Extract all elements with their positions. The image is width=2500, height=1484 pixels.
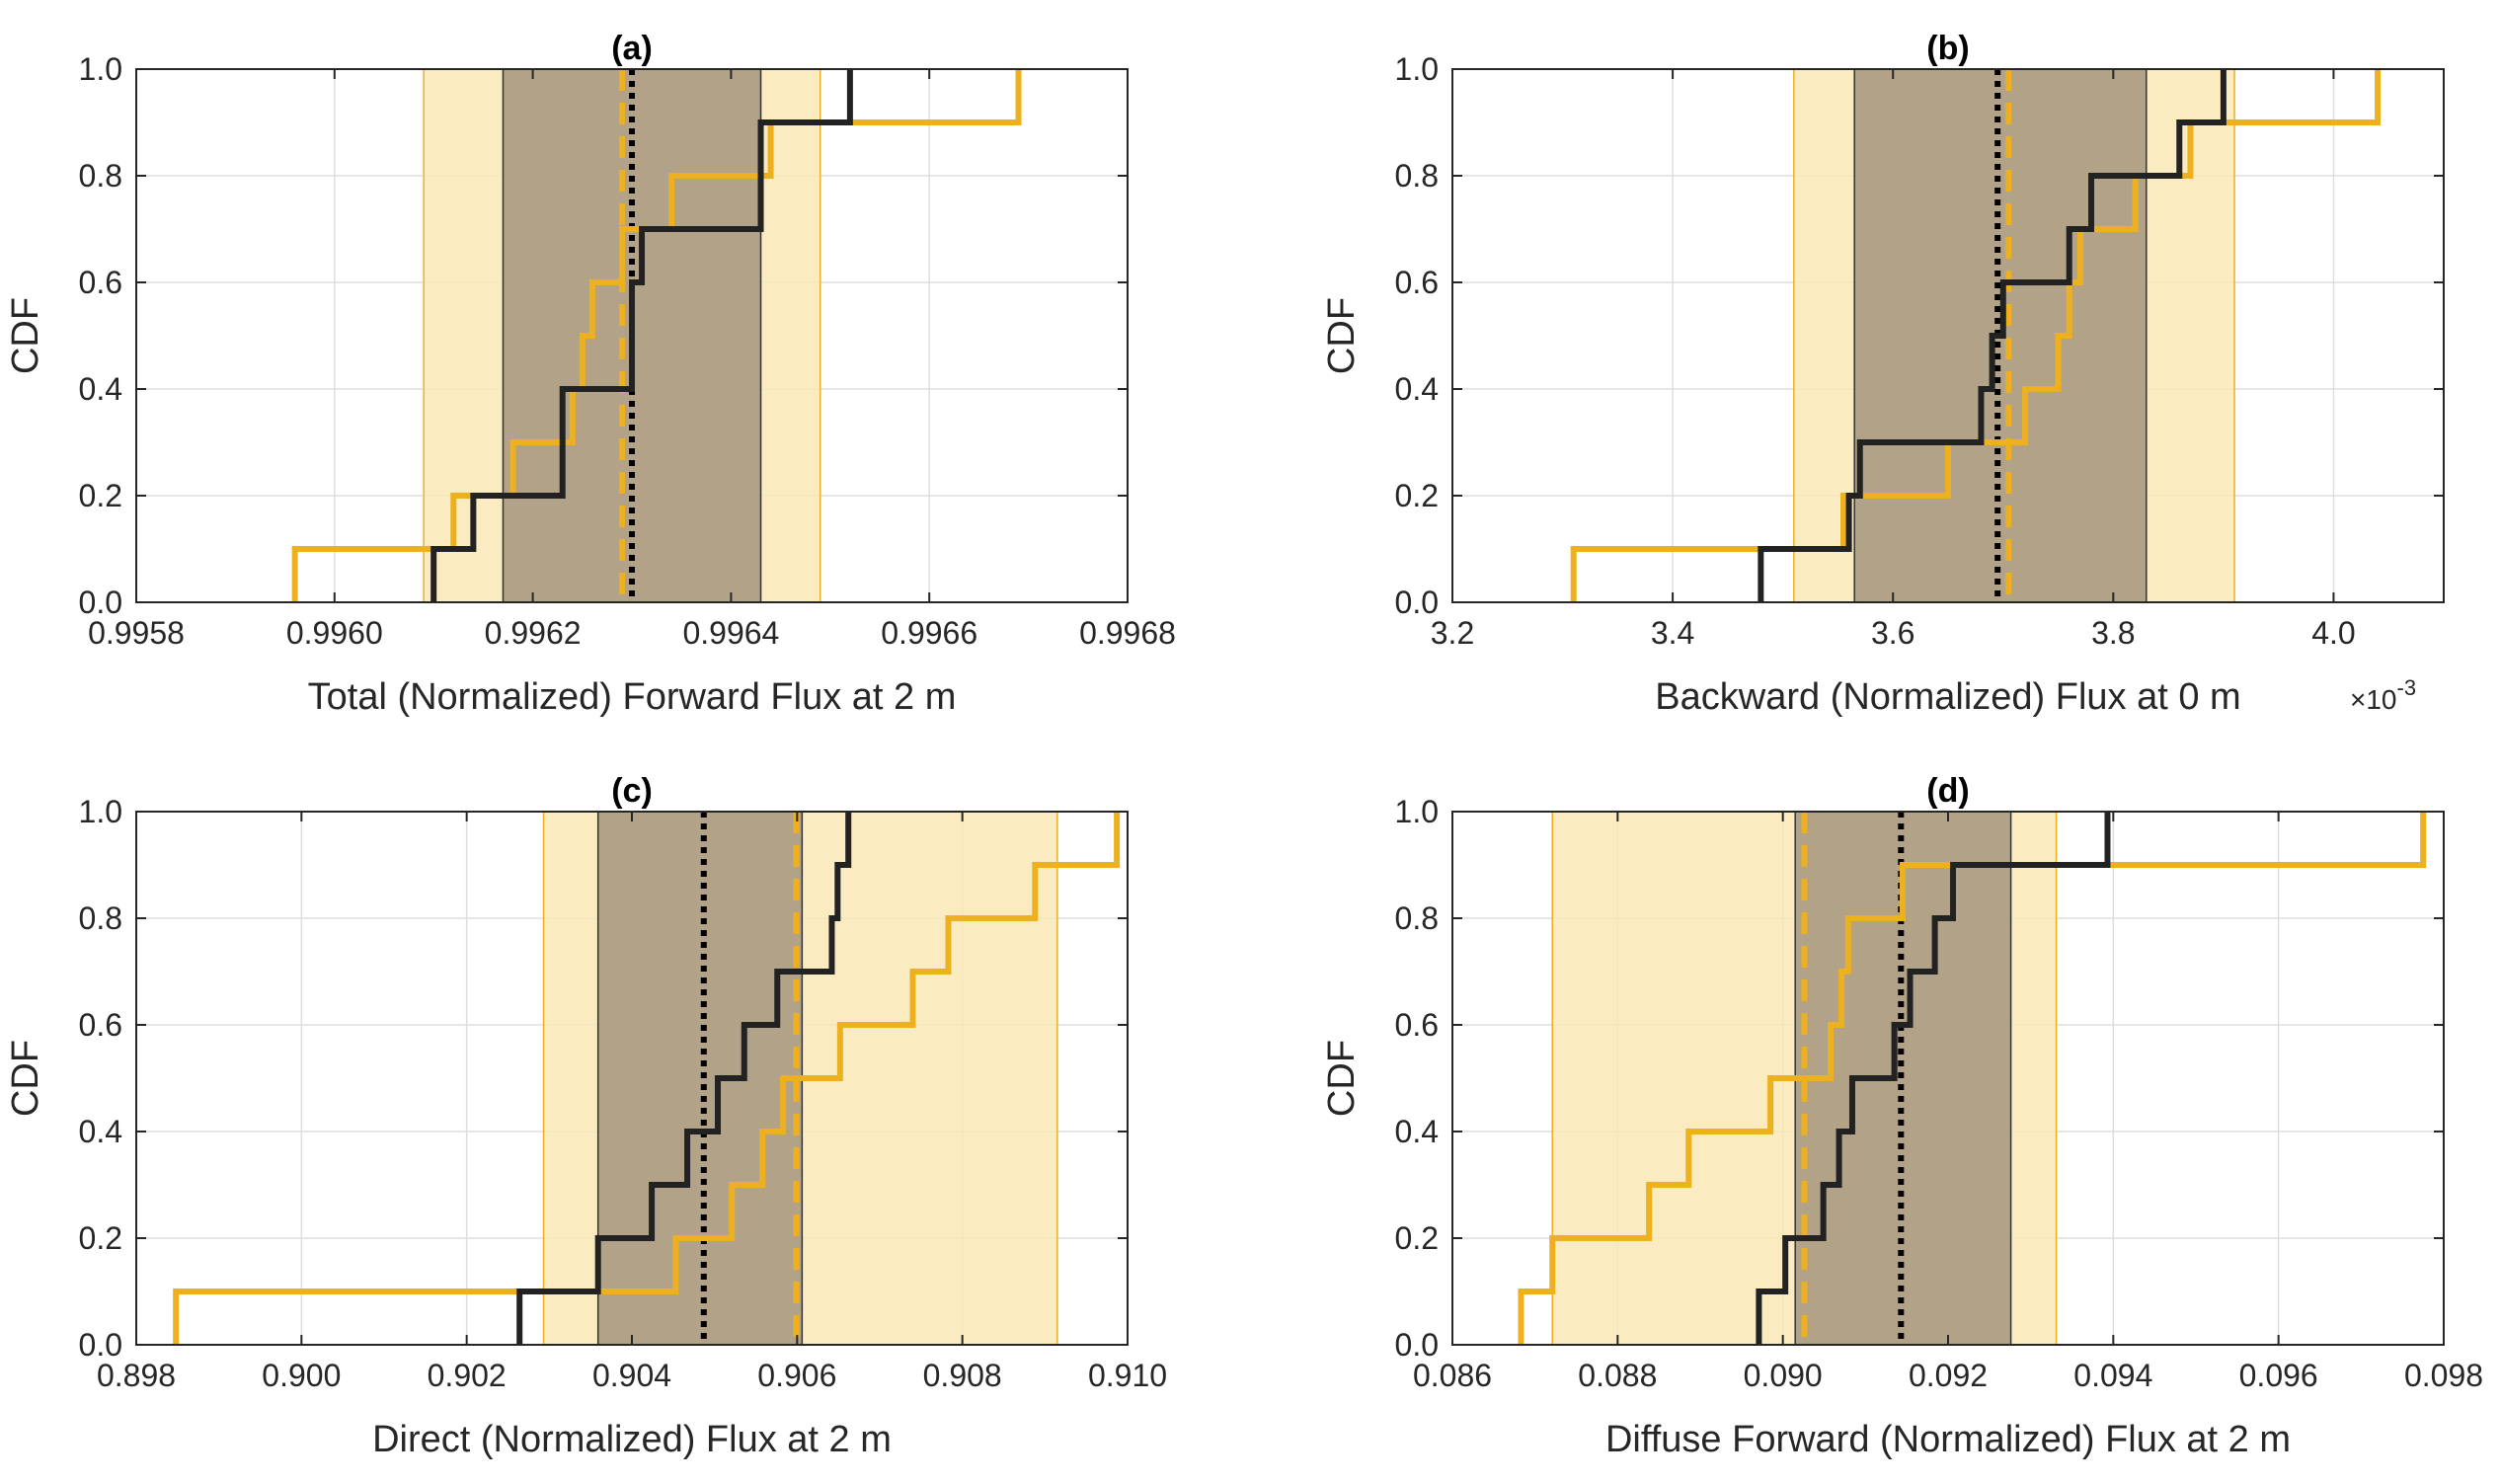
y-tick-label: 1.0 [1395, 51, 1439, 87]
x-tick-label: 0.098 [2404, 1358, 2483, 1393]
y-tick-label: 0.8 [79, 900, 122, 936]
y-tick-label: 0.6 [1395, 265, 1439, 300]
x-tick-label: 0.9966 [881, 615, 977, 651]
x-tick-label: 0.9962 [485, 615, 582, 651]
y-axis-label: CDF [1321, 297, 1363, 374]
y-tick-label: 0.2 [1395, 1220, 1439, 1256]
gray-band [596, 811, 804, 1346]
panel-c: 0.898 0.900 0.902 0.904 0.906 0.908 0.910 0.0 0.… [5, 772, 1167, 1460]
x-axis-label: Diffuse Forward (Normalized) Flux at 2 m [1605, 1419, 2291, 1460]
axes-box [135, 68, 1129, 603]
x-tick-label: 0.902 [428, 1358, 507, 1393]
x-tick-label: 0.908 [923, 1358, 1002, 1393]
y-tick-label: 0.2 [79, 478, 122, 513]
y-tick-label: 0.4 [1395, 371, 1439, 407]
axis-multiplier-exponent: -3 [2397, 675, 2417, 700]
y-tick-label: 0.0 [79, 1327, 122, 1363]
x-tick-label: 4.0 [2311, 615, 2355, 651]
y-tick-label: 0.8 [79, 158, 122, 194]
black-cdf-line [430, 69, 853, 602]
axis-multiplier-base: ×10 [2350, 684, 2397, 715]
x-axis-label: Total (Normalized) Forward Flux at 2 m [308, 676, 957, 718]
x-tick-label: 3.8 [2091, 615, 2135, 651]
x-tick-label: 0.086 [1413, 1358, 1492, 1393]
x-tick-label: 3.2 [1431, 615, 1474, 651]
y-tick-label: 0.6 [1395, 1007, 1439, 1043]
black-cdf-line [1758, 69, 2227, 602]
x-tick-label: 0.090 [1744, 1358, 1823, 1393]
panel-title: (b) [1926, 30, 1969, 67]
x-tick-label: 0.9964 [682, 615, 779, 651]
y-tick-label: 0.6 [79, 265, 122, 300]
panel-title: (d) [1926, 772, 1969, 810]
x-tick-label: 0.9958 [88, 615, 185, 651]
y-tick-label: 0.0 [79, 585, 122, 620]
y-tick-label: 0.4 [79, 1114, 122, 1149]
y-axis-label: CDF [1321, 1040, 1363, 1117]
x-tick-label: 0.904 [592, 1358, 671, 1393]
y-tick-label: 0.0 [1395, 585, 1439, 620]
y-tick-label: 1.0 [79, 51, 122, 87]
panel-title: (c) [611, 772, 653, 810]
gold-cdf-line [1518, 812, 2427, 1345]
x-axis-label: Direct (Normalized) Flux at 2 m [372, 1419, 892, 1460]
gold-cdf-line [173, 812, 1121, 1345]
x-tick-label: 0.094 [2073, 1358, 2152, 1393]
y-axis-label: CDF [5, 297, 46, 374]
y-tick-label: 0.0 [1395, 1327, 1439, 1363]
x-tick-label: 3.4 [1651, 615, 1694, 651]
panel-title: (a) [611, 30, 653, 67]
x-axis-label: Backward (Normalized) Flux at 0 m [1655, 676, 2240, 718]
y-tick-label: 1.0 [1395, 794, 1439, 829]
black-cdf-line [516, 812, 852, 1345]
y-axis-label: CDF [5, 1040, 46, 1117]
gold-cdf-line [291, 69, 1022, 602]
black-cdf-line [1756, 812, 2111, 1345]
y-tick-label: 0.8 [1395, 900, 1439, 936]
x-tick-label: 3.6 [1871, 615, 1914, 651]
y-tick-label: 0.4 [1395, 1114, 1439, 1149]
y-tick-label: 0.2 [79, 1220, 122, 1256]
y-tick-label: 0.6 [79, 1007, 122, 1043]
x-tick-label: 0.900 [262, 1358, 341, 1393]
x-tick-label: 0.088 [1578, 1358, 1657, 1393]
x-tick-label: 0.906 [757, 1358, 836, 1393]
x-tick-label: 0.096 [2239, 1358, 2318, 1393]
x-tick-label: 0.910 [1088, 1358, 1167, 1393]
axes-box [1451, 68, 2445, 603]
axis-multiplier: ×10-3 [2350, 675, 2416, 715]
x-tick-label: 0.9960 [286, 615, 383, 651]
x-tick-label: 0.898 [97, 1358, 176, 1393]
panel-a: 0.9958 0.9960 0.9962 0.9964 0.9966 0.9968 0.0 0… [5, 30, 1176, 718]
x-tick-label: 0.092 [1909, 1358, 1988, 1393]
y-tick-label: 1.0 [79, 794, 122, 829]
x-tick-label: 0.9968 [1079, 615, 1176, 651]
y-tick-label: 0.4 [79, 371, 122, 407]
panel-d: 0.086 0.088 0.090 0.092 0.094 0.096 0.098 0.0 0.… [1321, 772, 2483, 1460]
y-tick-label: 0.2 [1395, 478, 1439, 513]
y-tick-label: 0.8 [1395, 158, 1439, 194]
panel-b: 3.2 3.4 3.6 3.8 4.0 0.0 0.2 0.4 0.6 0.8 1.0 (b) Back… [1321, 30, 2445, 718]
